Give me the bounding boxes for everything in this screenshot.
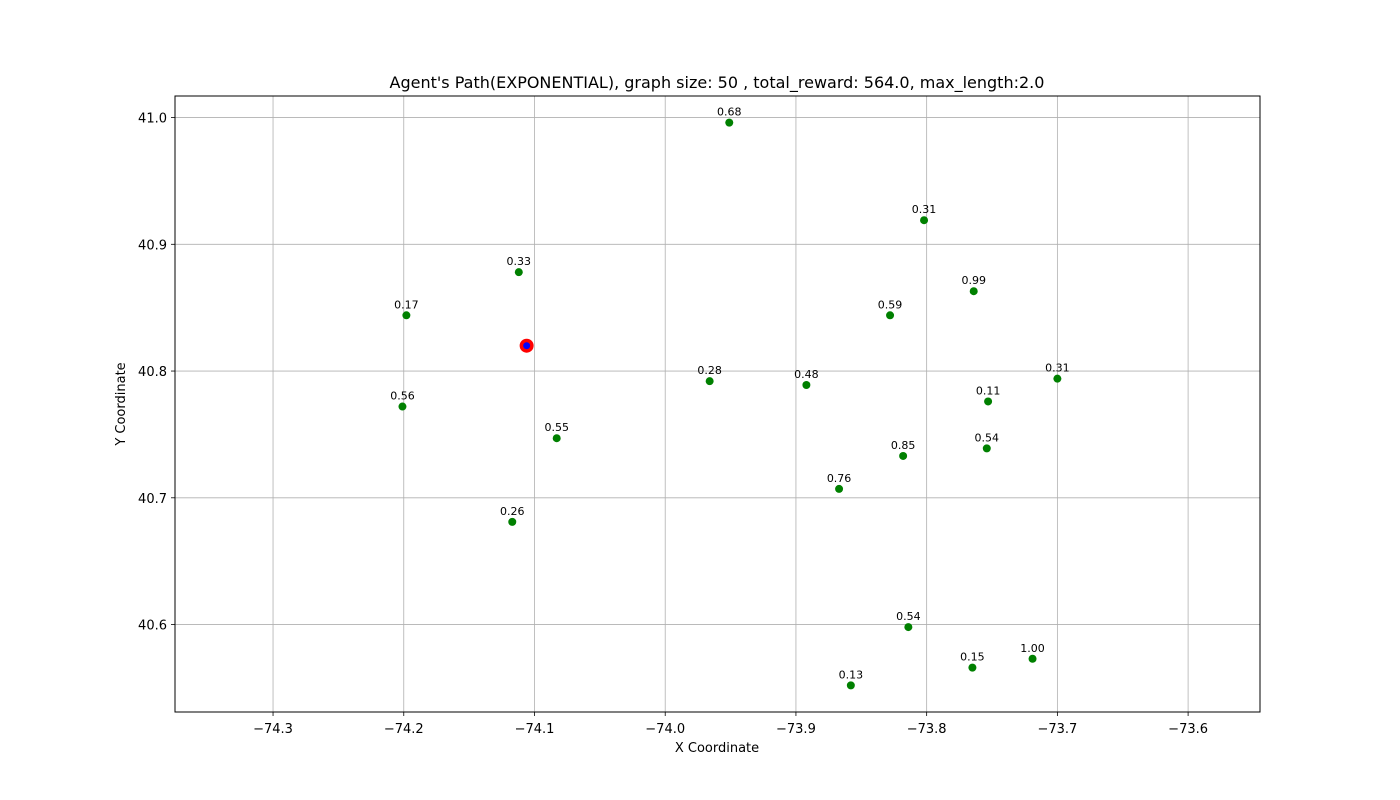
y-tick-label: 40.6	[138, 619, 167, 634]
data-point-label: 0.68	[717, 106, 742, 119]
data-point	[968, 663, 977, 672]
data-point	[725, 118, 734, 127]
data-point-label: 0.48	[794, 368, 819, 381]
x-axis-label: X Coordinate	[675, 741, 759, 756]
data-point	[904, 623, 913, 632]
data-point-label: 1.00	[1020, 642, 1045, 655]
data-point	[802, 380, 811, 389]
data-point	[899, 451, 908, 460]
data-point-label: 0.13	[839, 668, 864, 681]
data-point	[1028, 654, 1037, 663]
data-point-label: 0.56	[390, 390, 415, 403]
x-tick-label: −73.7	[1037, 722, 1077, 737]
axis-ticks: −74.3 −74.2 −74.1 −74.0 −73.9 −73.8 −73.7 −73.6…	[138, 112, 1208, 737]
data-point	[982, 444, 991, 453]
data-point-label: 0.76	[827, 472, 852, 485]
data-point-label: 0.31	[1045, 362, 1070, 375]
x-tick-label: −74.0	[645, 722, 685, 737]
data-point-label: 0.99	[961, 274, 986, 287]
data-point	[398, 402, 407, 411]
plot-frame	[174, 95, 1261, 713]
data-point-label: 0.11	[976, 384, 1001, 397]
data-points: 0.68 0.31 0.33 0.99 0.17 0.59 0.28 0.48 0.31 0.11…	[390, 106, 1070, 690]
data-point-label: 0.55	[544, 421, 569, 434]
data-point	[402, 311, 411, 320]
data-point-label: 0.85	[891, 439, 916, 452]
data-point	[835, 484, 844, 493]
data-point	[920, 216, 929, 225]
data-point-label: 0.15	[960, 651, 985, 664]
x-tick-label: −74.3	[253, 722, 293, 737]
data-point	[514, 268, 523, 277]
data-point	[846, 681, 855, 690]
data-point-label: 0.28	[697, 364, 722, 377]
x-tick-label: −74.1	[515, 722, 555, 737]
y-tick-label: 40.8	[138, 365, 167, 380]
y-tick-label: 41.0	[138, 112, 167, 127]
x-tick-label: −73.8	[907, 722, 947, 737]
x-tick-label: −73.6	[1168, 722, 1208, 737]
y-axis-label: Y Coordinate	[114, 362, 129, 446]
data-point	[508, 517, 517, 526]
data-point-label: 0.33	[507, 255, 532, 268]
data-point-label: 0.59	[878, 298, 903, 311]
data-point	[969, 287, 978, 296]
data-point-label: 0.31	[912, 203, 937, 216]
data-point-label: 0.26	[500, 505, 525, 518]
data-point	[705, 377, 714, 386]
start-marker-center	[523, 342, 531, 350]
data-point-label: 0.54	[896, 610, 921, 623]
y-tick-label: 40.9	[138, 238, 167, 253]
data-point	[1053, 374, 1062, 383]
x-tick-label: −74.2	[384, 722, 424, 737]
data-point	[552, 434, 561, 443]
x-tick-label: −73.9	[776, 722, 816, 737]
data-point	[984, 397, 993, 406]
y-tick-label: 40.7	[138, 492, 167, 507]
chart-title: Agent's Path(EXPONENTIAL), graph size: 5…	[390, 73, 1045, 93]
data-point-label: 0.17	[394, 298, 419, 311]
plot-area	[175, 96, 1260, 712]
data-point-label: 0.54	[975, 431, 1000, 444]
data-point	[886, 311, 895, 320]
